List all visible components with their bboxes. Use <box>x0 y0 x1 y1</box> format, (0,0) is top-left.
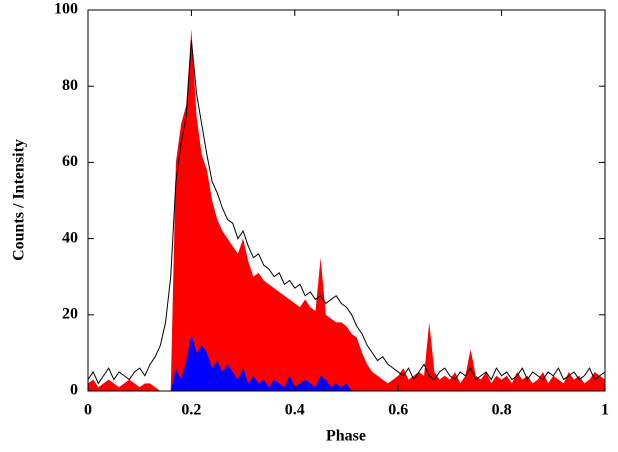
x-tick-label: 0.6 <box>388 402 408 419</box>
line <box>87 40 606 385</box>
x-axis-label: Phase <box>326 428 366 445</box>
x-tick-label: 0.8 <box>492 402 512 419</box>
area <box>88 29 605 392</box>
x-tick-label: 0.2 <box>181 402 201 419</box>
x-tick-label: 1 <box>601 402 609 419</box>
y-tick-label: 40 <box>62 229 78 246</box>
y-tick-label: 0 <box>70 382 78 399</box>
area <box>88 333 605 391</box>
y-tick-label: 100 <box>54 1 78 18</box>
y-tick-label: 80 <box>62 77 78 94</box>
y-tick-label: 20 <box>62 305 78 322</box>
y-axis-label: Counts / Intensity <box>11 139 28 261</box>
x-tick-label: 0 <box>84 402 92 419</box>
y-tick-label: 60 <box>62 153 78 170</box>
x-tick-label: 0.4 <box>285 402 305 419</box>
plot-frame <box>87 9 606 392</box>
